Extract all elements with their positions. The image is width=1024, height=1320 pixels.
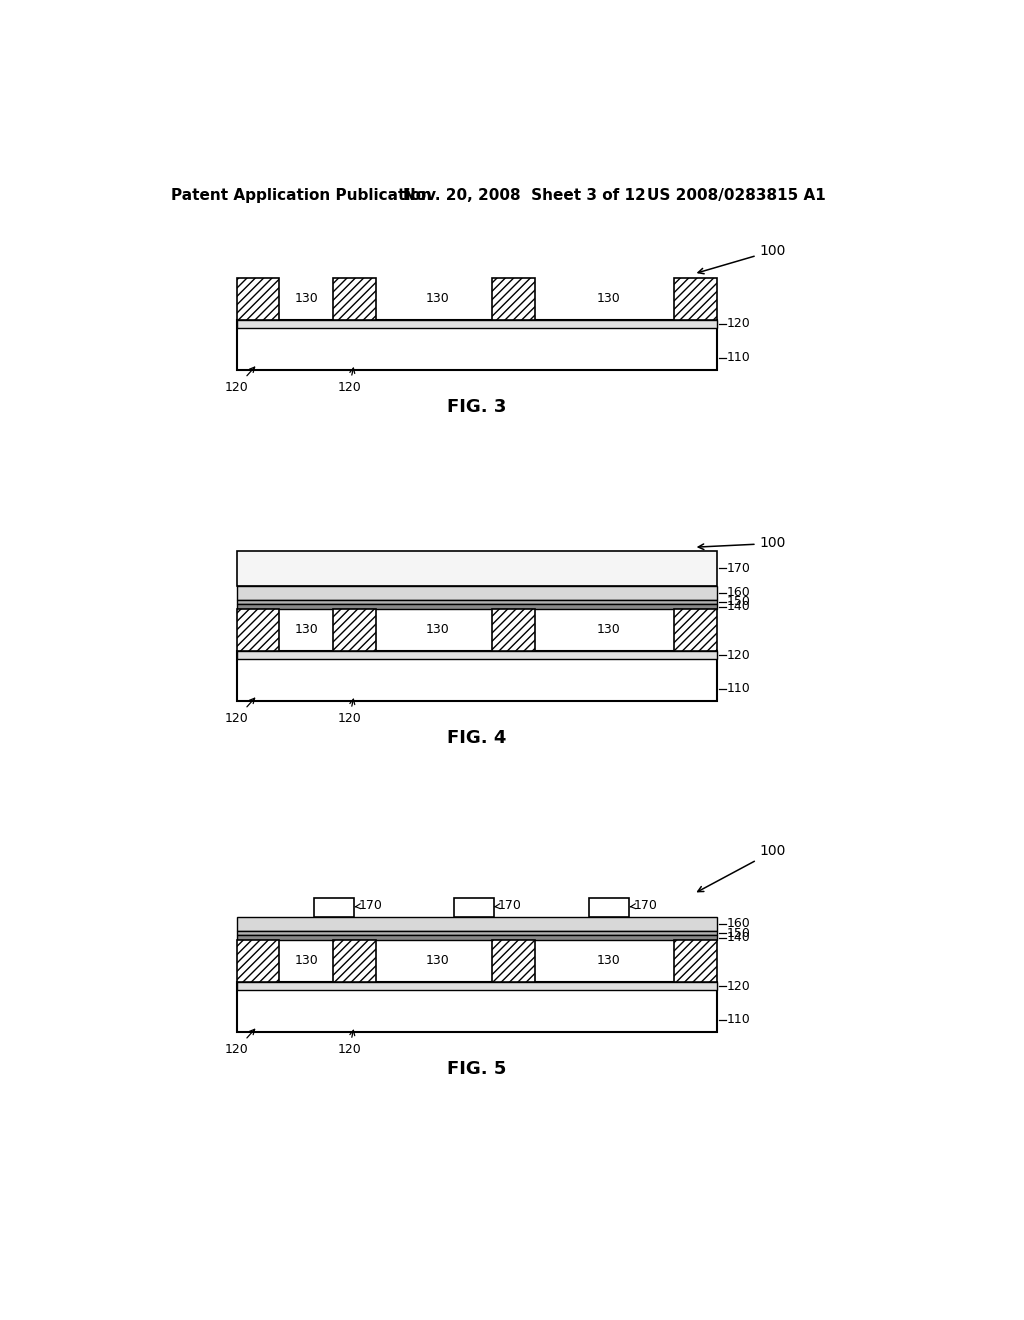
Text: 110: 110 [727,1014,751,1027]
Text: 100: 100 [698,536,786,550]
Text: 100: 100 [697,845,786,891]
Bar [493,609,535,651]
Bar [237,605,717,609]
Text: 130: 130 [294,954,318,968]
Bar [454,898,494,917]
Bar [237,982,717,990]
Bar [237,651,717,701]
Bar [675,940,717,982]
Text: 130: 130 [294,623,318,636]
Bar [334,940,376,982]
Text: US 2008/0283815 A1: US 2008/0283815 A1 [647,187,826,203]
Text: 130: 130 [426,954,450,968]
Bar [237,982,717,1032]
Bar [237,277,280,321]
Text: 160: 160 [727,586,751,599]
Text: 130: 130 [597,954,621,968]
Text: FIG. 4: FIG. 4 [447,729,507,747]
Bar [675,277,717,321]
Bar [314,898,354,917]
Bar [334,609,376,651]
Text: 130: 130 [426,623,450,636]
Bar [493,940,535,982]
Text: 120: 120 [225,1030,255,1056]
Text: 130: 130 [426,292,450,305]
Text: Nov. 20, 2008  Sheet 3 of 12: Nov. 20, 2008 Sheet 3 of 12 [403,187,646,203]
Text: 160: 160 [727,917,751,931]
Bar [237,917,717,931]
Text: 110: 110 [727,351,751,364]
Text: 150: 150 [727,927,751,940]
Bar [237,651,717,659]
Text: 140: 140 [727,931,751,944]
Text: 120: 120 [225,367,255,393]
Text: 170: 170 [355,899,382,912]
Text: 120: 120 [337,700,361,725]
Bar [589,898,630,917]
Text: 120: 120 [225,698,255,725]
Bar [237,599,717,605]
Text: 170: 170 [495,899,521,912]
Bar [237,609,280,651]
Text: 130: 130 [294,292,318,305]
Bar [493,277,535,321]
Bar [237,552,717,586]
Text: 130: 130 [597,292,621,305]
Text: 120: 120 [727,317,751,330]
Bar [237,931,717,936]
Text: 120: 120 [727,979,751,993]
Text: 170: 170 [631,899,657,912]
Bar [334,277,376,321]
Bar [237,586,717,599]
Text: 120: 120 [337,1031,361,1056]
Text: Patent Application Publication: Patent Application Publication [171,187,431,203]
Text: FIG. 3: FIG. 3 [447,399,507,416]
Text: 120: 120 [727,648,751,661]
Text: 170: 170 [727,561,751,574]
Bar [237,936,717,940]
Text: 140: 140 [727,601,751,612]
Bar [237,321,717,327]
Text: FIG. 5: FIG. 5 [447,1060,507,1078]
Text: 130: 130 [597,623,621,636]
Text: 120: 120 [337,368,361,393]
Bar [237,940,280,982]
Text: 100: 100 [698,244,786,273]
Text: 110: 110 [727,682,751,696]
Text: 150: 150 [727,595,751,609]
Bar [675,609,717,651]
Bar [237,321,717,370]
